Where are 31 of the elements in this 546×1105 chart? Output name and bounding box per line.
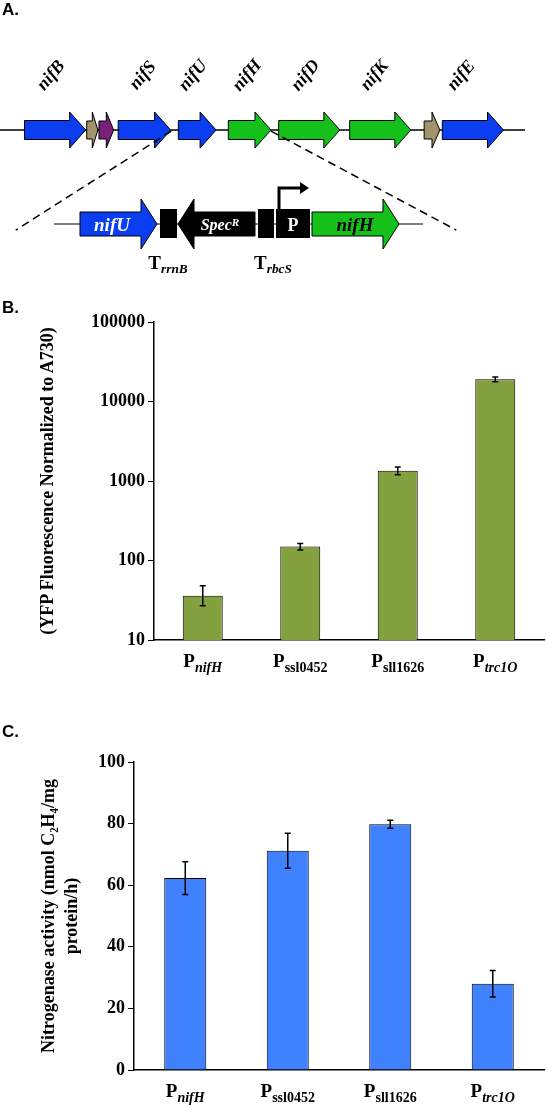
x-tick-label: P$_{sll1626}$ bbox=[371, 650, 425, 676]
y-tick-label: 20 bbox=[107, 997, 125, 1018]
y-axis-title: Nitrogenase activity (nmol C₂H₄/mg protein/h) bbox=[37, 778, 82, 1055]
y-tick-label: 80 bbox=[107, 812, 125, 833]
x-tick-label: P$_{ssl0452}$ bbox=[260, 1080, 315, 1105]
y-tick-label: 100000 bbox=[91, 310, 145, 331]
text: T$_{rrnB}$ bbox=[148, 252, 188, 276]
y-tick-label: 60 bbox=[107, 873, 125, 894]
text: B. bbox=[2, 298, 19, 318]
chart-title: C. bbox=[2, 722, 19, 742]
text: nifU bbox=[94, 214, 132, 235]
y-tick-label: 40 bbox=[107, 935, 125, 956]
x-tick-label: P$_{sll1626}$ bbox=[363, 1080, 417, 1105]
y-tick-label: 0 bbox=[116, 1058, 125, 1079]
y-tick-label: 10 bbox=[127, 628, 145, 649]
text: P bbox=[287, 215, 299, 235]
text: A. bbox=[2, 0, 19, 20]
y-tick-label: 10000 bbox=[100, 390, 145, 411]
y-tick-label: 1000 bbox=[109, 469, 145, 490]
x-tick-label: P$_{nifH}$ bbox=[183, 650, 223, 676]
text: nifH bbox=[336, 214, 375, 235]
text: T$_{rbcS}$ bbox=[254, 252, 292, 276]
y-tick-label: 100 bbox=[118, 549, 145, 570]
x-tick-label: P$_{trc1O}$ bbox=[470, 1080, 515, 1105]
x-tick-label: P$_{ssl0452}$ bbox=[273, 650, 328, 676]
x-tick-label: P$_{nifH}$ bbox=[165, 1080, 205, 1105]
x-tick-label: P$_{trc1O}$ bbox=[473, 650, 518, 676]
y-axis-title: (YFP Fluorescence Normalized to A730) bbox=[35, 326, 58, 637]
text: nifS bbox=[124, 56, 160, 94]
text: Spec$^{R}$ bbox=[200, 215, 240, 234]
y-tick-label: 100 bbox=[98, 750, 125, 771]
